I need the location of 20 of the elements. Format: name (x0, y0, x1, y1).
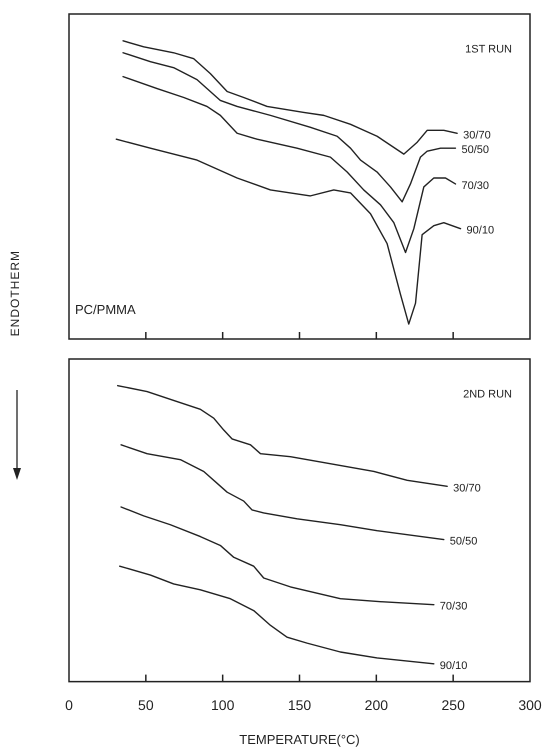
x-axis-title: TEMPERATURE(°C) (239, 732, 360, 747)
series-label: 70/30 (440, 600, 468, 613)
y-axis-title: ENDOTHERM (8, 250, 22, 336)
series-label: 30/70 (463, 129, 491, 142)
x-tick-label: 50 (138, 696, 154, 713)
x-tick-label: 150 (288, 696, 312, 713)
series-label: 90/10 (466, 224, 494, 237)
annotation: PC/PMMA (75, 302, 136, 318)
chart-title: 1ST RUN (465, 44, 512, 56)
chart-title: 2ND RUN (463, 388, 512, 401)
series-label: 90/10 (440, 660, 468, 672)
x-tick-label: 300 (518, 696, 542, 713)
series-label: 30/70 (453, 482, 481, 494)
series-label: 70/30 (461, 180, 490, 192)
series-label: 50/50 (461, 144, 490, 156)
series-label: 50/50 (450, 536, 478, 548)
x-tick-label: 250 (441, 696, 466, 713)
x-tick-label: 200 (364, 696, 388, 713)
x-tick-label: 100 (210, 696, 235, 713)
x-tick-label: 0 (65, 696, 74, 713)
